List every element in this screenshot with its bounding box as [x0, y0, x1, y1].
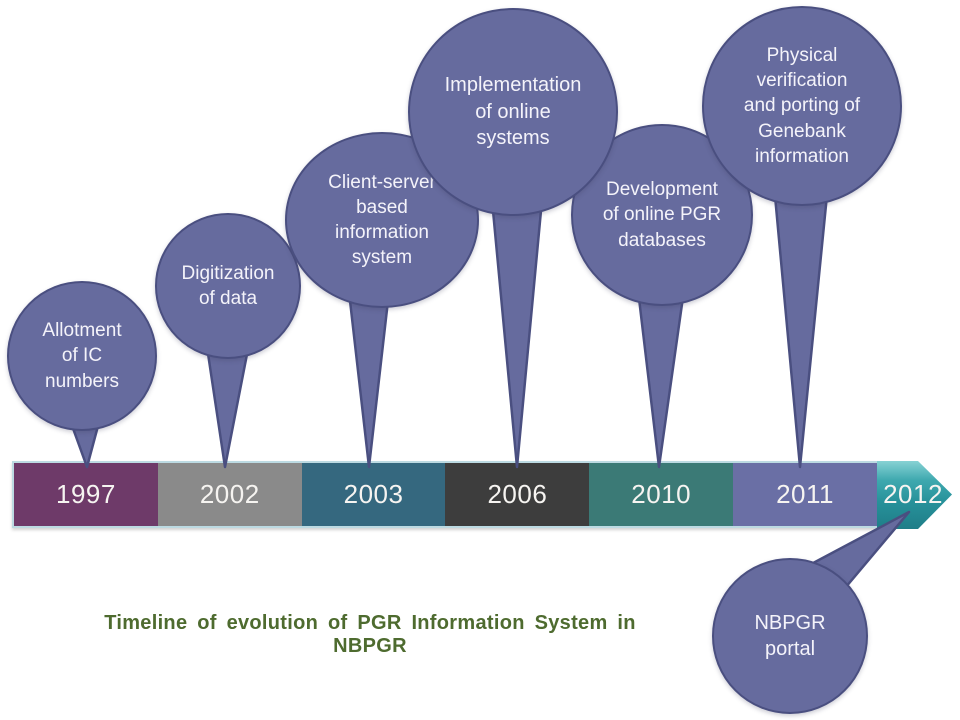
year-label: 2003 — [343, 479, 404, 509]
timeline-segment-2006: 2006 — [445, 463, 590, 526]
timeline-segment-2002: 2002 — [157, 463, 302, 526]
balloon-tail-2002 — [205, 342, 251, 469]
event-balloon-2002: Digitization of data — [155, 213, 301, 359]
diagram-caption: Timeline of evolution of PGR Information… — [104, 612, 636, 657]
year-label: 2010 — [631, 479, 692, 509]
year-label: 2011 — [776, 479, 835, 509]
balloon-tail-2010 — [636, 288, 686, 469]
timeline-segment-2011: 2011 — [733, 463, 877, 526]
balloon-tail-2003 — [347, 290, 391, 469]
year-label: 2012 — [883, 479, 943, 509]
timeline-bar: 1997 2002 2003 2006 2010 2011 — [12, 461, 877, 528]
year-label: 1997 — [55, 479, 116, 509]
event-balloon-2012: NBPGR portal — [712, 558, 868, 714]
event-balloon-2006: Implementation of online systems — [408, 8, 618, 216]
timeline-segment-2003: 2003 — [301, 463, 446, 526]
year-label: 2006 — [487, 479, 548, 509]
event-balloon-2011: Physical verification and porting of Gen… — [702, 6, 902, 206]
year-label: 2002 — [199, 479, 260, 509]
timeline-segment-2012-label: 2012 — [882, 461, 944, 528]
timeline-segment-1997: 1997 — [14, 463, 158, 526]
balloon-tail-2006 — [490, 198, 544, 469]
balloon-tail-2011 — [772, 183, 830, 469]
timeline-segment-2010: 2010 — [589, 463, 734, 526]
event-balloon-1997: Allotment of IC numbers — [7, 281, 157, 431]
